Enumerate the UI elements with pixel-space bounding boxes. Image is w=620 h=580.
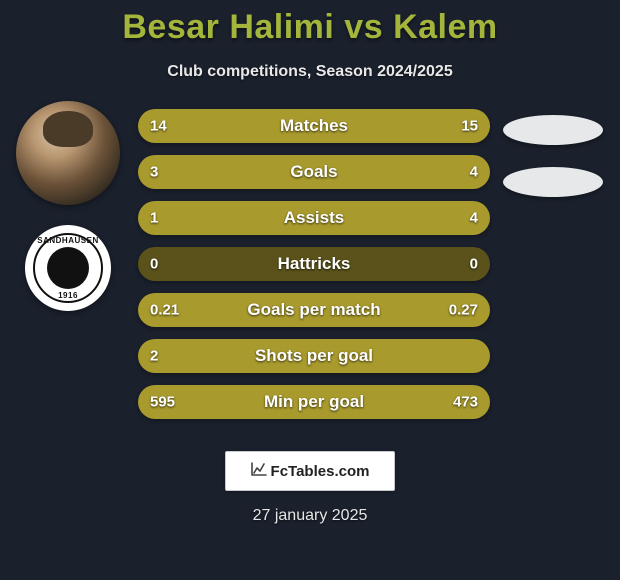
player-placeholder-right-1 xyxy=(503,115,603,145)
left-player-column: SANDHAUSEN 1916 xyxy=(8,101,128,311)
stat-value-left: 595 xyxy=(150,394,175,411)
stat-label: Shots per goal xyxy=(138,346,490,366)
stat-label: Assists xyxy=(138,208,490,228)
stat-value-left: 0 xyxy=(150,256,158,273)
stat-value-right: 0.27 xyxy=(449,302,478,319)
stat-value-left: 14 xyxy=(150,118,167,135)
club-badge-text-bottom: 1916 xyxy=(25,291,111,300)
player-placeholder-right-2 xyxy=(503,167,603,197)
page-title: Besar Halimi vs Kalem xyxy=(0,0,620,47)
stat-value-left: 1 xyxy=(150,210,158,227)
stat-bar: 595Min per goal473 xyxy=(138,385,490,419)
subtitle: Club competitions, Season 2024/2025 xyxy=(0,63,620,81)
stat-value-right: 15 xyxy=(461,118,478,135)
stat-value-right: 4 xyxy=(470,164,478,181)
stat-bar: 3Goals4 xyxy=(138,155,490,189)
footer-date: 27 january 2025 xyxy=(0,507,620,525)
club-badge-text-top: SANDHAUSEN xyxy=(25,236,111,245)
stat-label: Hattricks xyxy=(138,254,490,274)
stat-label: Min per goal xyxy=(138,392,490,412)
stat-value-right: 473 xyxy=(453,394,478,411)
stat-label: Goals xyxy=(138,162,490,182)
brand-badge[interactable]: FcTables.com xyxy=(225,451,395,491)
stat-bar: 2Shots per goal xyxy=(138,339,490,373)
stat-bar: 1Assists4 xyxy=(138,201,490,235)
club-badge-left: SANDHAUSEN 1916 xyxy=(25,225,111,311)
stat-value-right: 0 xyxy=(470,256,478,273)
player-photo-left xyxy=(16,101,120,205)
stat-value-right: 4 xyxy=(470,210,478,227)
stat-label: Goals per match xyxy=(138,300,490,320)
stat-value-left: 3 xyxy=(150,164,158,181)
stat-bar: 0Hattricks0 xyxy=(138,247,490,281)
stat-bar: 14Matches15 xyxy=(138,109,490,143)
stat-bar: 0.21Goals per match0.27 xyxy=(138,293,490,327)
comparison-content: SANDHAUSEN 1916 14Matches153Goals41Assis… xyxy=(0,109,620,429)
right-player-column xyxy=(498,115,608,219)
chart-icon xyxy=(251,462,267,480)
brand-text: FcTables.com xyxy=(271,463,370,480)
stat-label: Matches xyxy=(138,116,490,136)
stat-value-left: 0.21 xyxy=(150,302,179,319)
stats-bars: 14Matches153Goals41Assists40Hattricks00.… xyxy=(138,109,490,431)
stat-value-left: 2 xyxy=(150,348,158,365)
